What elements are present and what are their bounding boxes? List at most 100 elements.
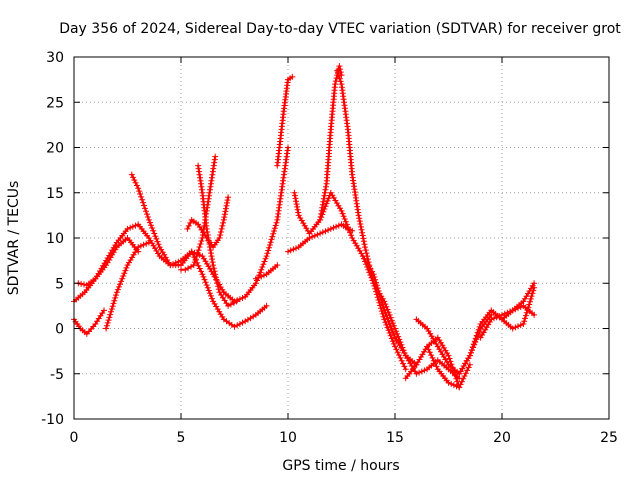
data-point-marker (153, 235, 160, 242)
data-point-marker (149, 225, 156, 231)
data-point-marker (381, 307, 388, 314)
data-point-marker (336, 75, 343, 82)
chart-title: Day 356 of 2024, Sidereal Day-to-day VTE… (59, 21, 621, 37)
data-point-marker (293, 245, 299, 252)
data-point-marker (447, 358, 454, 365)
data-point-marker (130, 174, 137, 181)
data-point-marker (398, 341, 405, 348)
data-point-marker (109, 303, 116, 310)
data-point-marker (428, 352, 435, 359)
data-point-marker (122, 267, 129, 274)
data-point-marker (327, 225, 334, 232)
data-point-marker (144, 211, 150, 218)
data-point-marker (426, 349, 433, 356)
data-point-marker (517, 304, 524, 310)
data-point-marker (522, 315, 528, 322)
data-point-marker (383, 321, 390, 328)
data-point-marker (358, 226, 365, 233)
data-point-marker (366, 269, 373, 276)
data-point-marker (113, 292, 119, 299)
data-point-marker (357, 221, 364, 227)
data-point-marker (294, 206, 301, 213)
data-point-marker (362, 247, 369, 254)
data-point-marker (392, 325, 398, 332)
data-point-marker (203, 282, 210, 289)
data-point-marker (128, 171, 135, 178)
data-point-marker (421, 367, 428, 374)
data-point-marker (390, 340, 397, 347)
data-point-marker (342, 218, 349, 225)
data-point-marker (453, 375, 460, 382)
data-point-marker (418, 368, 425, 375)
axis-ticks: 0 5 10 15 20 25 -10 -5 0 5 10 15 20 25 30 (41, 50, 618, 446)
data-point-marker (384, 306, 391, 313)
y-tick-label: 25 (46, 95, 64, 111)
data-point-marker (390, 322, 397, 329)
data-point-marker (234, 322, 241, 329)
data-point-marker (188, 248, 195, 255)
data-point-marker (527, 298, 533, 305)
data-point-marker (137, 242, 144, 249)
data-point-marker (152, 233, 159, 240)
data-point-marker (341, 216, 348, 222)
data-point-marker (325, 195, 332, 202)
data-point-marker (397, 354, 404, 361)
data-point-marker (322, 228, 329, 235)
data-point-marker (108, 308, 114, 315)
data-point-marker (381, 298, 388, 305)
data-point-marker (470, 341, 477, 348)
data-point-marker (207, 247, 214, 254)
data-point-marker (221, 211, 228, 218)
data-point-marker (215, 283, 222, 290)
data-point-marker (360, 238, 367, 245)
data-point-marker (239, 295, 246, 301)
data-point-marker (400, 347, 407, 354)
data-point-marker (389, 338, 396, 345)
data-point-marker (509, 325, 516, 332)
data-point-marker (197, 241, 204, 247)
data-point-marker (456, 384, 463, 391)
data-point-marker (523, 309, 530, 316)
data-point-marker (217, 229, 224, 235)
data-point-marker (145, 216, 152, 223)
data-point-marker (446, 355, 453, 362)
y-tick-label: 15 (46, 186, 64, 202)
data-point-marker (291, 189, 298, 196)
data-point-marker (461, 373, 468, 379)
data-point-marker (356, 215, 363, 222)
data-point-marker (476, 323, 483, 330)
x-tick-label: 15 (386, 430, 404, 446)
data-point-marker (196, 244, 203, 250)
x-tick-label: 10 (279, 430, 297, 446)
data-point-marker (399, 344, 406, 351)
data-point-marker (201, 276, 208, 283)
data-point-marker (213, 277, 220, 284)
data-point-marker (258, 273, 265, 280)
data-point-marker (135, 244, 142, 251)
data-point-marker (339, 210, 346, 217)
data-point-marker (355, 212, 362, 219)
data-point-marker (317, 230, 324, 237)
data-point-marker (193, 253, 200, 260)
data-point-marker (521, 318, 528, 325)
data-point-marker (396, 352, 402, 359)
data-point-marker (266, 242, 273, 248)
data-point-marker (81, 281, 87, 288)
data-point-marker (210, 262, 217, 269)
data-point-marker (387, 314, 394, 321)
data-point-marker (108, 306, 115, 312)
data-point-marker (457, 381, 464, 388)
data-point-marker (465, 364, 472, 371)
data-point-marker (106, 314, 113, 321)
data-point-marker (466, 361, 473, 368)
data-point-marker (103, 325, 110, 332)
data-point-marker (491, 315, 497, 322)
data-point-marker (120, 273, 127, 279)
data-point-marker (124, 225, 131, 232)
data-series (71, 63, 538, 391)
data-point-marker (188, 216, 195, 223)
data-point-marker (413, 370, 420, 377)
x-tick-label: 25 (600, 430, 618, 446)
data-point-marker (394, 330, 401, 337)
